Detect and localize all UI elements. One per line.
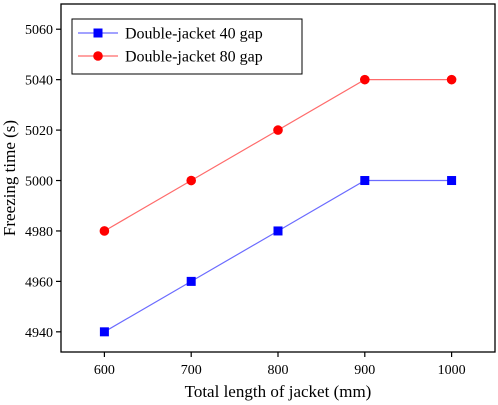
legend-box [71, 18, 303, 75]
y-tick-label: 4940 [25, 326, 53, 341]
x-tick-label: 700 [181, 363, 202, 378]
data-point-series-1 [186, 276, 196, 286]
x-tick-label: 900 [354, 363, 375, 378]
x-tick-label: 800 [268, 363, 289, 378]
series-group [99, 74, 457, 337]
series-line-2 [104, 79, 452, 232]
axis-ticks: 600 700 800 900 1000 4940 4960 4980 5000 5020 5040… [25, 23, 466, 378]
legend: Double-jacket 40 gap Double-jacket 80 ga… [71, 18, 303, 75]
data-point-series-2 [99, 226, 110, 236]
data-point-series-2 [186, 175, 196, 186]
y-tick-label: 5020 [25, 124, 53, 139]
x-tick-label: 600 [94, 363, 115, 378]
x-tick-label: 1000 [438, 363, 466, 378]
legend-entry-2: Double-jacket 80 gap [78, 49, 263, 66]
data-point-series-2 [273, 125, 283, 135]
data-point-series-2 [446, 74, 457, 85]
data-point-series-2 [360, 74, 370, 85]
y-tick-label: 5040 [25, 74, 53, 89]
legend-marker-series-2 [93, 51, 103, 61]
y-tick-label: 4980 [25, 225, 53, 240]
data-point-series-1 [273, 226, 283, 236]
y-tick-label: 4960 [25, 275, 53, 290]
x-axis-title: Total length of jacket (mm) [185, 382, 372, 401]
data-point-series-1 [99, 327, 109, 337]
y-tick-label: 5060 [25, 23, 53, 38]
series-line-1 [104, 179, 452, 333]
data-point-series-1 [447, 176, 457, 186]
legend-label-series-2: Double-jacket 80 gap [125, 49, 263, 66]
y-axis-title: Freezing time (s) [0, 120, 19, 236]
data-point-series-1 [360, 176, 370, 186]
legend-marker-series-1 [93, 28, 103, 38]
y-tick-label: 5000 [25, 175, 53, 190]
legend-label-series-1: Double-jacket 40 gap [125, 26, 263, 43]
legend-entry-1: Double-jacket 40 gap [78, 26, 263, 43]
